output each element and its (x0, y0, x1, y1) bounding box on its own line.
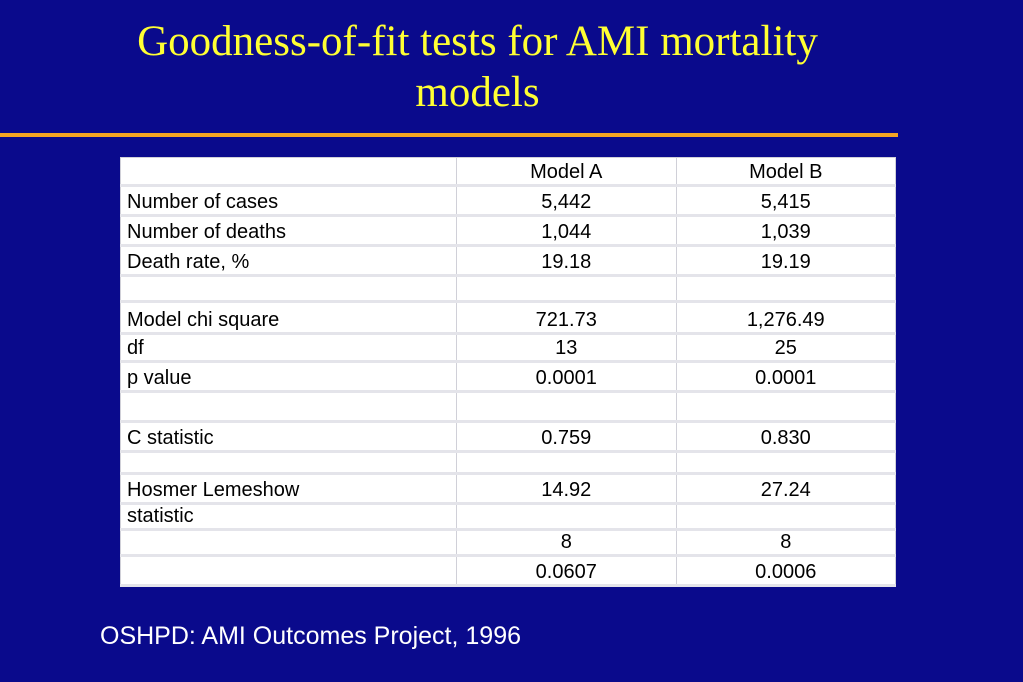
table-row-label: Hosmer Lemeshow (120, 473, 457, 505)
table-cell-value: 0.759 (456, 421, 677, 453)
table-row-label: Model chi square (120, 301, 457, 335)
table-cell-value (456, 391, 677, 423)
table-cell-value: 0.830 (675, 421, 896, 453)
table-row: statistic (120, 503, 896, 531)
table-cell-value: 5,442 (456, 185, 677, 217)
table-row-label (120, 391, 457, 423)
table-row: Model chi square 721.73 1,276.49 (120, 301, 896, 335)
table-header-model: Model A (456, 157, 677, 187)
table-body: Model A Model B Number of cases 5,442 5,415 N… (120, 157, 896, 587)
table-cell-value: 0.0001 (675, 361, 896, 393)
table-cell-value: 8 (456, 529, 677, 557)
table-cell-value: 1,276.49 (675, 301, 896, 335)
slide-title-line-1: Goodness-of-fit tests for AMI mortality (137, 18, 818, 65)
table-row-label: df (120, 333, 457, 363)
table-cell-value (675, 451, 896, 475)
table-header-model: Model B (675, 157, 896, 187)
table-row-label (120, 275, 457, 303)
table-row-label: Number of cases (120, 185, 457, 217)
table-cell-value: 8 (675, 529, 896, 557)
table-row-label: C statistic (120, 421, 457, 453)
table-row: Number of cases 5,442 5,415 (120, 185, 896, 217)
source-citation: OSHPD: AMI Outcomes Project, 1996 (100, 622, 521, 650)
table-cell-value: 1,044 (456, 215, 677, 247)
table-header-blank (120, 157, 457, 187)
table-row-label (120, 555, 457, 587)
table-row: Death rate, % 19.18 19.19 (120, 245, 896, 277)
table-row-label: Number of deaths (120, 215, 457, 247)
table-row (120, 391, 896, 423)
table-row-label (120, 451, 457, 475)
table-row: C statistic 0.759 0.830 (120, 421, 896, 453)
table-row-label: Death rate, % (120, 245, 457, 277)
table-cell-value: 0.0001 (456, 361, 677, 393)
table-row: Hosmer Lemeshow 14.92 27.24 (120, 473, 896, 505)
table-cell-value (675, 391, 896, 423)
table-row (120, 451, 896, 475)
table-row-label: p value (120, 361, 457, 393)
title-divider (0, 133, 898, 137)
table-cell-value: 1,039 (675, 215, 896, 247)
table-cell-value: 721.73 (456, 301, 677, 335)
table-cell-value: 19.19 (675, 245, 896, 277)
table-cell-value: 14.92 (456, 473, 677, 505)
table-row-label: statistic (120, 503, 457, 531)
table-header-row: Model A Model B (120, 157, 896, 187)
table-row: 0.0607 0.0006 (120, 555, 896, 587)
table-cell-value (456, 275, 677, 303)
table-cell-value (456, 503, 677, 531)
table-cell-value: 0.0607 (456, 555, 677, 587)
table-cell-value: 13 (456, 333, 677, 363)
table-cell-value: 5,415 (675, 185, 896, 217)
table-cell-value: 25 (675, 333, 896, 363)
table-row (120, 275, 896, 303)
table-cell-value (675, 503, 896, 531)
table-cell-value: 27.24 (675, 473, 896, 505)
table-row-label (120, 529, 457, 557)
table-row: Number of deaths 1,044 1,039 (120, 215, 896, 247)
table-row: df 13 25 (120, 333, 896, 363)
slide-title-line-2: models (415, 69, 540, 116)
goodness-of-fit-table: Model A Model B Number of cases 5,442 5,415 N… (120, 157, 896, 587)
table-cell-value (675, 275, 896, 303)
slide-title: Goodness-of-fit tests for AMI mortality … (40, 16, 915, 118)
table-cell-value: 0.0006 (675, 555, 896, 587)
table-cell-value: 19.18 (456, 245, 677, 277)
table-row: p value 0.0001 0.0001 (120, 361, 896, 393)
table-cell-value (456, 451, 677, 475)
